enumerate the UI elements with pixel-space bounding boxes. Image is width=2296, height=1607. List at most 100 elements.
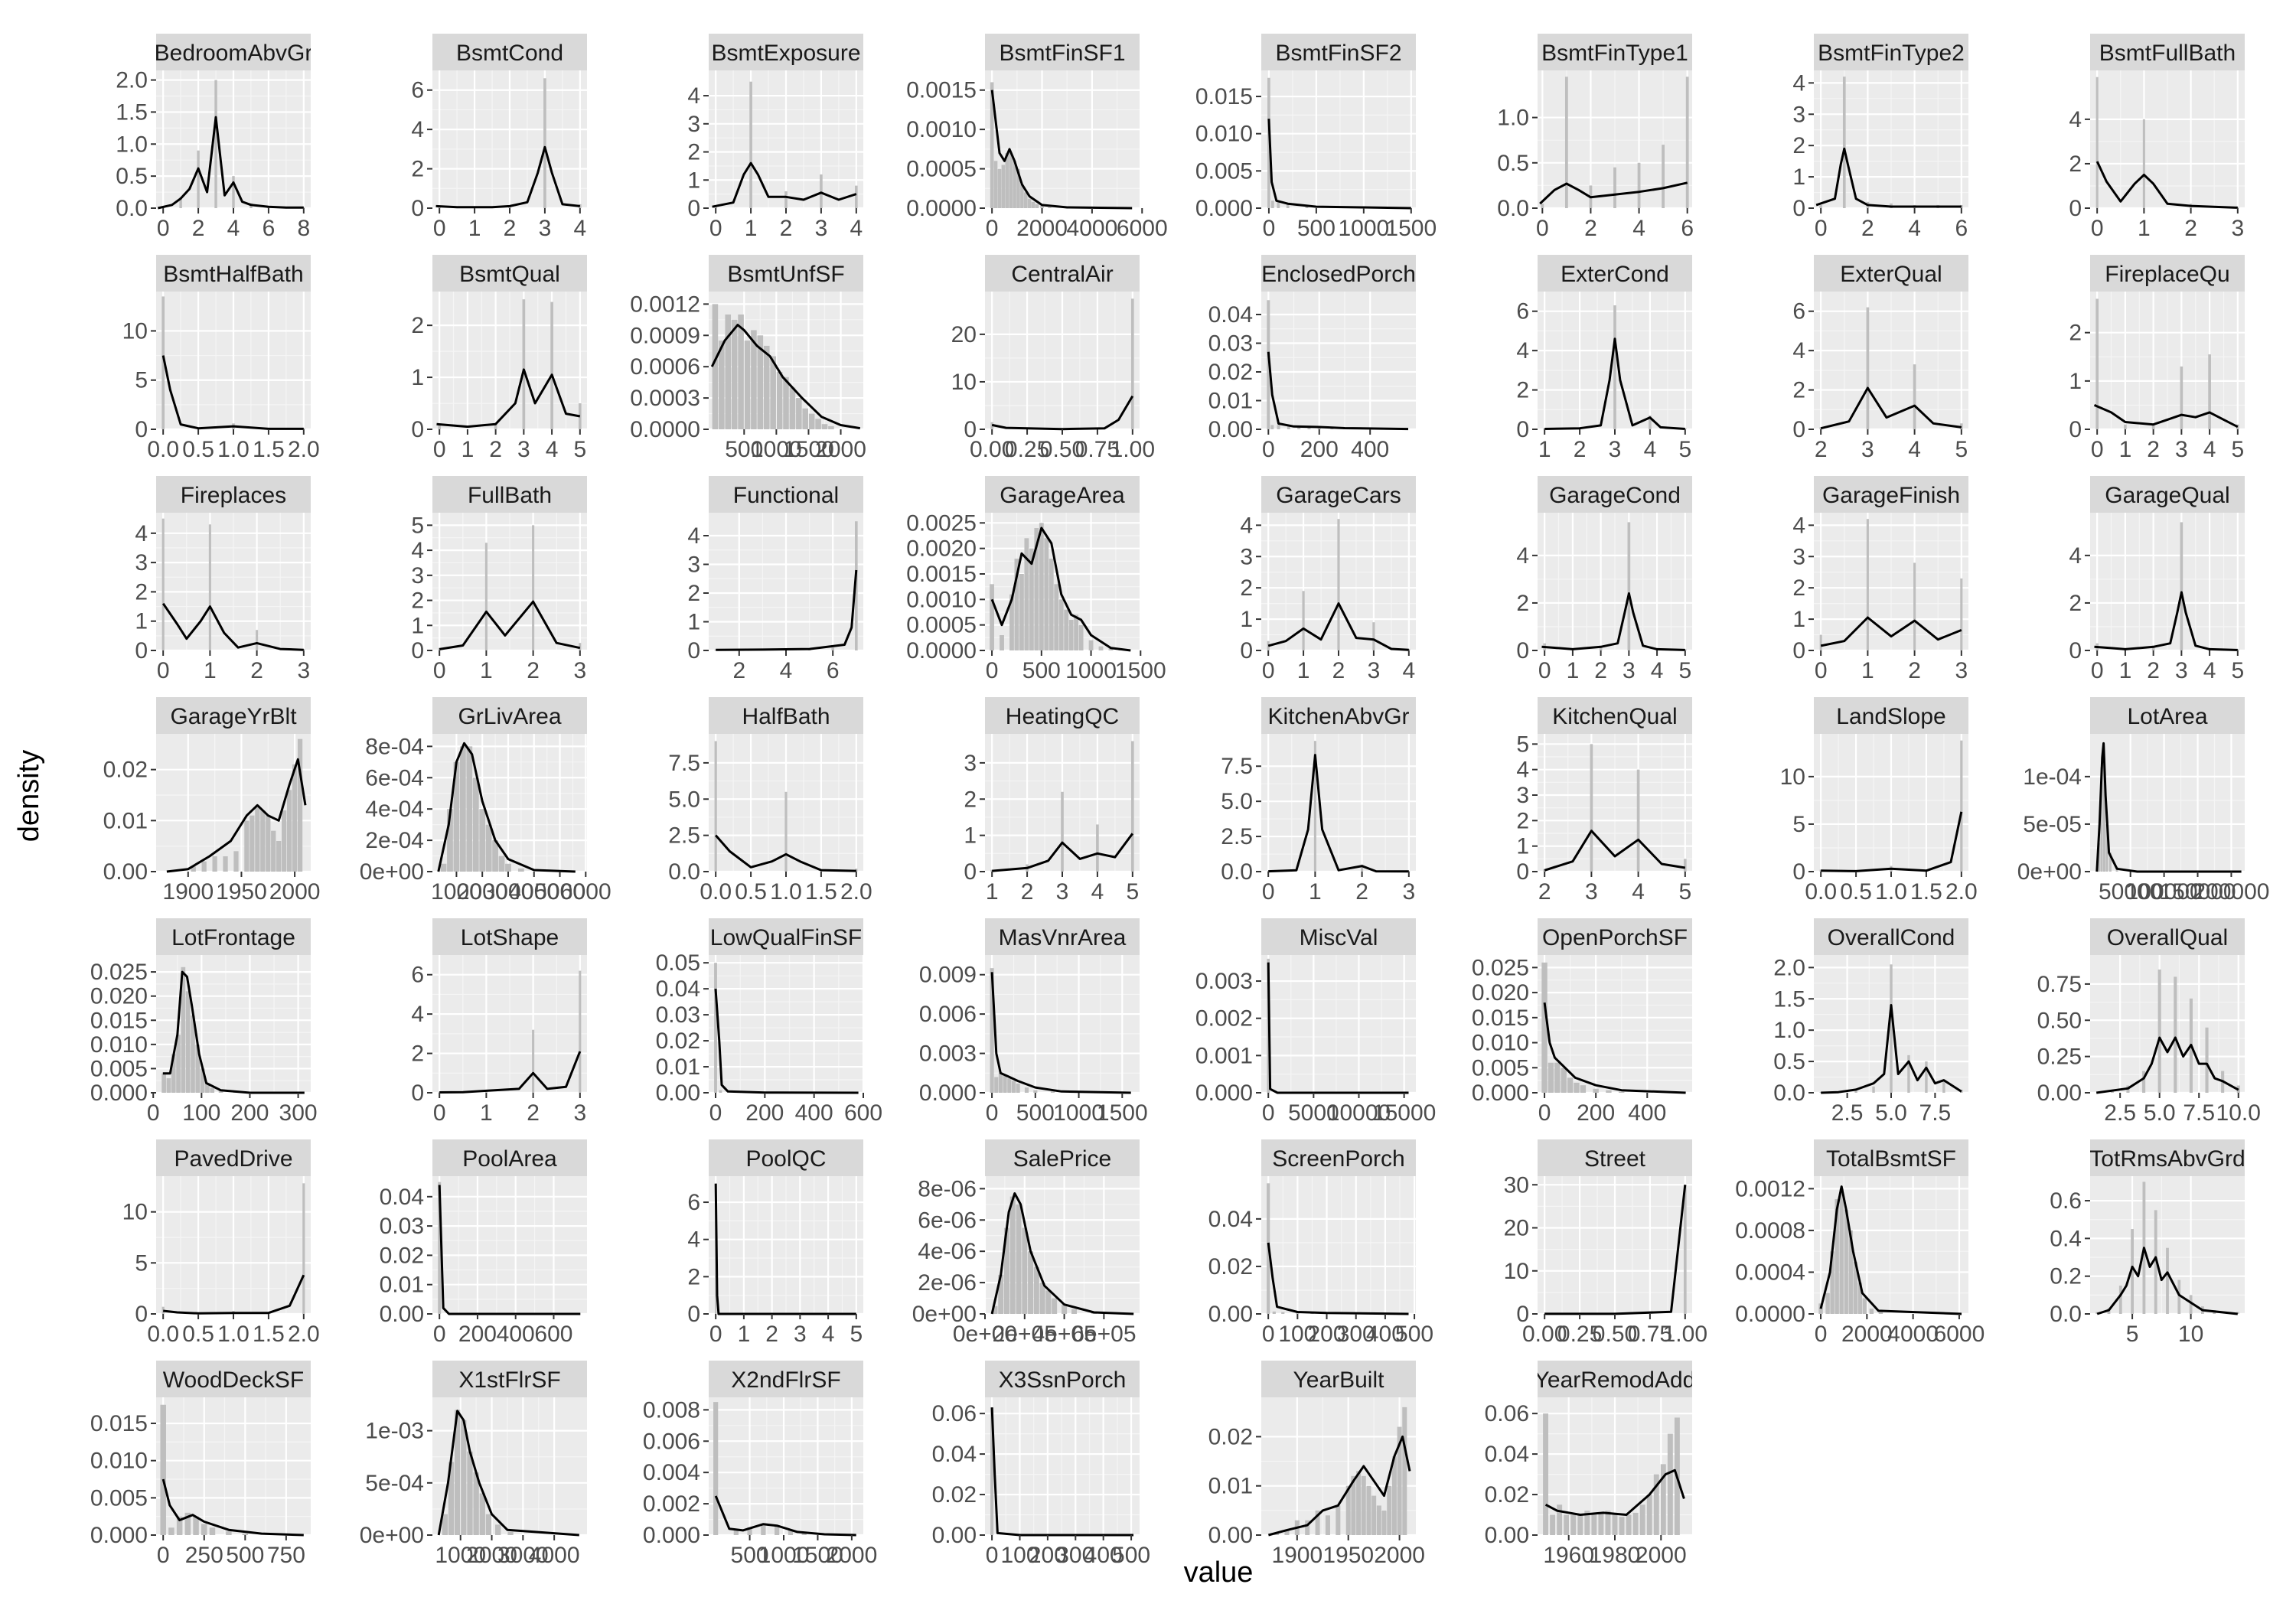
x-tick-label: 1 — [1309, 879, 1322, 905]
x-tick-label: 3 — [1861, 437, 1874, 462]
x-tick-label: 1.0 — [1875, 879, 1907, 905]
histogram-bar — [176, 1516, 183, 1535]
histogram-bar — [2157, 969, 2161, 1093]
y-tick-label: 0 — [135, 638, 148, 663]
facet-strip — [1261, 918, 1416, 955]
facet-panel: OverallCond 0.0 0.5 1.0 1.5 2.0 2.5 5.0 7.5 — [1773, 918, 1968, 1126]
facet-strip-label: MasVnrArea — [999, 925, 1127, 950]
facet-strip — [156, 476, 311, 513]
x-tick-label: 1 — [1297, 658, 1310, 683]
x-tick-label: 6 — [263, 216, 276, 241]
density-curve — [435, 145, 580, 209]
histogram-bar — [757, 335, 764, 429]
y-tick-label: 0.01 — [103, 808, 148, 833]
y-tick-label: 3 — [1792, 544, 1805, 569]
x-tick-label: 500 — [1395, 1322, 1433, 1347]
histogram-bar — [1541, 204, 1544, 208]
histogram-bar — [2236, 424, 2239, 429]
histogram-bar — [579, 970, 582, 1093]
x-tick-label: 1000 — [1053, 1100, 1104, 1126]
histogram-bar — [775, 1525, 780, 1535]
facet-panel: BsmtFinType2 0 1 2 3 4 0 2 4 6 — [1792, 34, 1968, 241]
x-tick-label: 200 — [1308, 1322, 1346, 1347]
histogram-bar — [1960, 578, 1963, 650]
panel-background — [709, 1397, 863, 1535]
histogram-bar — [1003, 1075, 1007, 1093]
histogram-bar — [1351, 1475, 1356, 1535]
y-tick-label: 2 — [2069, 591, 2082, 616]
x-tick-label: 2000 — [815, 437, 866, 462]
y-tick-label: 0.015 — [90, 1411, 148, 1436]
y-tick-label: 0.02 — [1485, 1482, 1529, 1508]
histogram-bar — [579, 643, 582, 650]
x-tick-label: 0 — [986, 658, 999, 683]
histogram-bar — [761, 1524, 766, 1535]
facet-strip-label: X3SsnPorch — [999, 1367, 1127, 1393]
histogram-bar — [1653, 1474, 1659, 1535]
histogram-bar — [1872, 1086, 1875, 1093]
x-tick-label: 5 — [1678, 658, 1691, 683]
histogram-bar — [751, 330, 757, 429]
y-tick-label: 0.05 — [656, 950, 700, 976]
facet-panel: OverallQual 0.00 0.25 0.50 0.75 2.5 5.0 7.5 10.0 — [2037, 918, 2261, 1126]
histogram-bar — [1286, 204, 1290, 208]
histogram-bar — [1667, 1433, 1673, 1535]
x-tick-label: 2 — [2147, 437, 2160, 462]
histogram-bar — [1606, 1090, 1612, 1093]
histogram-bar — [733, 1528, 739, 1535]
facet-strip-label: Fireplaces — [181, 483, 286, 508]
facet-strip-label: KitchenQual — [1552, 704, 1677, 729]
histogram-bar — [2151, 645, 2155, 650]
x-tick-label: 4 — [1402, 658, 1415, 683]
x-tick-label: 100 — [1000, 1543, 1039, 1568]
x-tick-label: 5000 — [534, 879, 585, 905]
histogram-bar — [1108, 647, 1114, 650]
facet-strip-label: FullBath — [468, 483, 552, 508]
histogram-bar — [302, 207, 305, 208]
histogram-bar — [1088, 640, 1094, 650]
facet-strip-label: BsmtFinType1 — [1541, 41, 1688, 66]
y-tick-label: 3 — [1792, 102, 1805, 127]
y-tick-label: 0.003 — [919, 1041, 977, 1067]
facet-strip-label: HalfBath — [742, 704, 830, 729]
x-tick-label: 0.5 — [182, 437, 214, 462]
facet-strip-label: GarageCars — [1276, 483, 1401, 508]
x-tick-label: 500 — [731, 1543, 769, 1568]
x-tick-label: 2 — [2184, 216, 2197, 241]
x-tick-label: 1.0 — [770, 879, 802, 905]
y-tick-label: 0.0025 — [906, 510, 977, 536]
histogram-bar — [191, 866, 196, 872]
density-curve — [990, 972, 1131, 1094]
facet-strip-label: LandSlope — [1836, 704, 1945, 729]
y-tick-label: 0.01 — [1208, 389, 1253, 414]
x-tick-label: 100 — [182, 1100, 220, 1126]
x-tick-label: 0 — [2091, 437, 2104, 462]
histogram-bar — [485, 1514, 492, 1535]
histogram-bar — [302, 1183, 305, 1314]
x-tick-label: 6 — [827, 658, 840, 683]
facet-strip — [432, 255, 587, 292]
y-tick-label: 0.2 — [2050, 1264, 2082, 1289]
histogram-bar — [195, 1044, 201, 1093]
x-tick-label: 2 — [250, 658, 263, 683]
facet-strip — [1814, 476, 1968, 513]
histogram-bar — [1649, 416, 1652, 429]
histogram-bar — [2166, 1247, 2169, 1314]
histogram-bar — [1407, 871, 1411, 872]
y-tick-label: 1.5 — [1773, 986, 1805, 1012]
y-tick-label: 0 — [1792, 196, 1805, 221]
y-tick-label: 0.02 — [1208, 1424, 1253, 1449]
x-tick-label: 5 — [1678, 437, 1691, 462]
y-tick-label: 2 — [687, 581, 700, 606]
y-tick-label: 0.009 — [919, 963, 977, 988]
y-tick-label: 0.0 — [668, 859, 700, 885]
x-tick-label: 3 — [1368, 658, 1381, 683]
x-tick-label: 5 — [573, 437, 586, 462]
histogram-bar — [292, 764, 298, 872]
histogram-bar — [738, 315, 744, 429]
histogram-bar — [1272, 1311, 1276, 1314]
y-tick-label: 0.5 — [1773, 1049, 1805, 1074]
histogram-bar — [998, 1073, 1003, 1093]
